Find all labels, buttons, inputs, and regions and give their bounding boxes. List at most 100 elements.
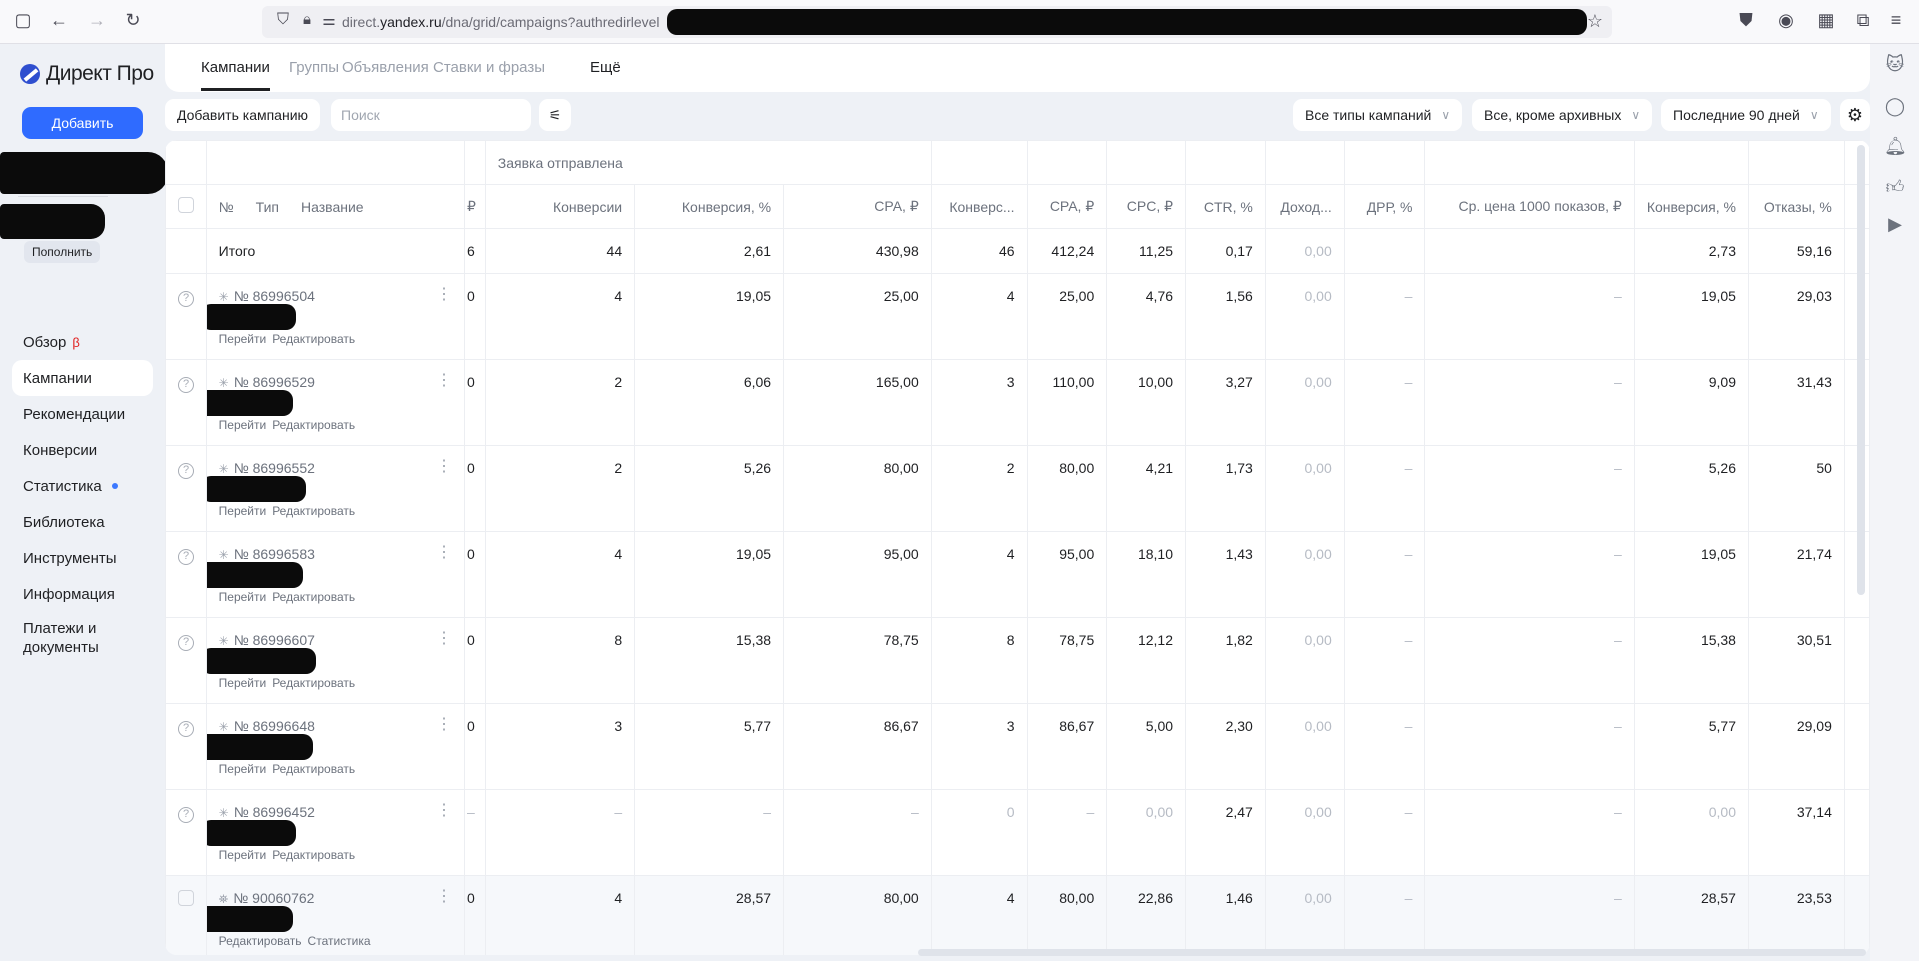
sidebar-item-overview[interactable]: Обзор β <box>12 324 153 360</box>
help-icon[interactable]: ? <box>178 291 194 307</box>
address-bar[interactable]: ⛉ 🔒︎ ⚌ direct.yandex.ru/dna/grid/campaig… <box>262 6 1612 38</box>
extensions-icon[interactable]: ⧉ <box>1856 10 1870 30</box>
sidebar-item-information[interactable]: Информация <box>12 576 153 612</box>
tab-more[interactable]: Ещё <box>590 59 621 76</box>
tab-bids[interactable]: Ставки и фразы <box>433 59 546 76</box>
add-campaign-button[interactable]: Добавить кампанию <box>165 99 321 131</box>
more-actions-icon[interactable]: ⋮ <box>436 372 453 389</box>
more-actions-icon[interactable]: ⋮ <box>436 888 453 905</box>
column-header[interactable]: Отказы, % <box>1747 184 1845 229</box>
help-icon[interactable]: ? <box>178 377 194 393</box>
row-link[interactable]: Редактировать <box>218 934 302 948</box>
row-link[interactable]: Статистика <box>307 934 371 948</box>
topup-button[interactable]: Пополнить <box>24 241 101 263</box>
campaign-id[interactable]: № 86996552 <box>233 460 315 476</box>
row-link[interactable]: Редактировать <box>272 504 356 518</box>
title-header[interactable]: Название <box>301 198 364 215</box>
help-icon[interactable]: ? <box>178 721 194 737</box>
more-actions-icon[interactable]: ⋮ <box>436 286 453 303</box>
play-icon[interactable]: ▶ <box>1888 214 1902 234</box>
column-header[interactable]: Доход... <box>1264 184 1345 229</box>
column-header[interactable]: CTR, % <box>1185 184 1266 229</box>
thumbs-up-icon[interactable]: 👍︎ <box>1885 177 1905 197</box>
status-select[interactable]: Все, кроме архивных ∨ <box>1472 99 1653 131</box>
campaign-id[interactable]: № 86996648 <box>233 718 315 734</box>
row-link[interactable]: Редактировать <box>272 332 356 346</box>
select-all-checkbox[interactable] <box>178 197 194 213</box>
reload-icon[interactable]: ↻ <box>125 10 141 30</box>
help-icon[interactable]: ? <box>178 807 194 823</box>
bookmark-star-icon[interactable]: ☆ <box>1586 11 1604 31</box>
vertical-scrollbar[interactable] <box>1857 145 1865 595</box>
row-link[interactable]: Перейти <box>218 504 267 518</box>
extensions-grid-icon[interactable]: ▦ <box>1817 10 1835 30</box>
tab-campaigns[interactable]: Кампании <box>201 59 270 91</box>
campaign-type-select[interactable]: Все типы кампаний ∨ <box>1293 99 1463 131</box>
row-link[interactable]: Редактировать <box>272 590 356 604</box>
row-link[interactable]: Редактировать <box>272 418 356 432</box>
row-link[interactable]: Редактировать <box>272 676 356 690</box>
column-header[interactable]: Конверс... <box>930 184 1028 229</box>
help-icon[interactable]: ? <box>178 635 194 651</box>
more-actions-icon[interactable]: ⋮ <box>436 630 453 647</box>
help-icon[interactable]: ? <box>178 549 194 565</box>
search-input[interactable] <box>331 99 531 131</box>
sidebar-toggle-icon[interactable]: ▢ <box>14 10 32 30</box>
sidebar-item-payments[interactable]: Платежи и документы <box>12 612 122 664</box>
sidebar-item-campaigns[interactable]: Кампании <box>12 360 153 396</box>
more-actions-icon[interactable]: ⋮ <box>436 802 453 819</box>
filter-settings-button[interactable]: ⚟ <box>539 99 571 131</box>
column-header[interactable]: Ср. цена 1000 показов, ₽ <box>1424 184 1635 229</box>
help-icon[interactable]: ? <box>178 463 194 479</box>
metric-cell: 12,12 <box>1106 617 1187 704</box>
menu-icon[interactable]: ≡ <box>1890 10 1902 30</box>
row-link[interactable]: Редактировать <box>272 762 356 776</box>
more-actions-icon[interactable]: ⋮ <box>436 458 453 475</box>
row-link[interactable]: Редактировать <box>272 848 356 862</box>
bell-icon[interactable]: 🔔︎ <box>1884 136 1907 156</box>
sidebar-item-tools[interactable]: Инструменты <box>12 540 153 576</box>
campaign-id[interactable]: № 86996504 <box>233 288 315 304</box>
row-link[interactable]: Перейти <box>218 762 267 776</box>
column-header[interactable]: Конверсия, % <box>1633 184 1749 229</box>
campaign-id[interactable]: № 86996583 <box>233 546 315 562</box>
column-header[interactable]: Конверсии <box>484 184 636 229</box>
logo[interactable]: Директ Про <box>20 62 154 86</box>
forward-icon[interactable]: → <box>88 10 106 30</box>
table-settings-button[interactable]: ⚙ <box>1840 99 1870 131</box>
row-link[interactable]: Перейти <box>218 590 267 604</box>
campaign-id[interactable]: № 86996452 <box>233 804 315 820</box>
sidebar-item-library[interactable]: Библиотека <box>12 504 153 540</box>
column-header[interactable]: CPA, ₽ <box>783 184 932 229</box>
cat-avatar-icon[interactable]: 🐱︎ <box>1885 54 1905 74</box>
sidebar-item-conversions[interactable]: Конверсии <box>12 432 153 468</box>
period-select[interactable]: Последние 90 дней ∨ <box>1661 99 1831 131</box>
num-header[interactable]: № <box>218 198 234 215</box>
tab-ads[interactable]: Объявления <box>342 59 429 76</box>
row-checkbox[interactable] <box>178 890 194 906</box>
column-header[interactable]: CPA, ₽ <box>1026 184 1108 229</box>
add-button[interactable]: Добавить <box>22 107 143 139</box>
campaign-id[interactable]: № 90060762 <box>233 890 315 906</box>
account-icon[interactable]: ◉ <box>1778 10 1794 30</box>
row-link[interactable]: Перейти <box>218 332 267 346</box>
row-link[interactable]: Перейти <box>218 848 267 862</box>
sidebar-item-statistics[interactable]: Статистика <box>12 468 153 504</box>
type-header[interactable]: Тип <box>255 198 280 215</box>
chat-icon[interactable]: ◯ <box>1884 96 1906 116</box>
column-header[interactable]: CPC, ₽ <box>1106 184 1187 229</box>
column-header[interactable]: ДРР, % <box>1343 184 1426 229</box>
horizontal-scrollbar[interactable] <box>918 949 1866 956</box>
more-actions-icon[interactable]: ⋮ <box>436 544 453 561</box>
column-header[interactable]: Конверсия, % <box>634 184 785 229</box>
campaign-id[interactable]: № 86996607 <box>233 632 315 648</box>
tab-groups[interactable]: Группы <box>289 59 339 76</box>
row-link[interactable]: Перейти <box>218 418 267 432</box>
back-icon[interactable]: ← <box>50 10 68 30</box>
partial-header[interactable]: ₽ <box>464 184 486 229</box>
row-link[interactable]: Перейти <box>218 676 267 690</box>
campaign-id[interactable]: № 86996529 <box>233 374 315 390</box>
sidebar-item-recommendations[interactable]: Рекомендации <box>12 396 153 432</box>
more-actions-icon[interactable]: ⋮ <box>436 716 453 733</box>
pocket-icon[interactable]: ⛊ <box>1739 10 1753 30</box>
